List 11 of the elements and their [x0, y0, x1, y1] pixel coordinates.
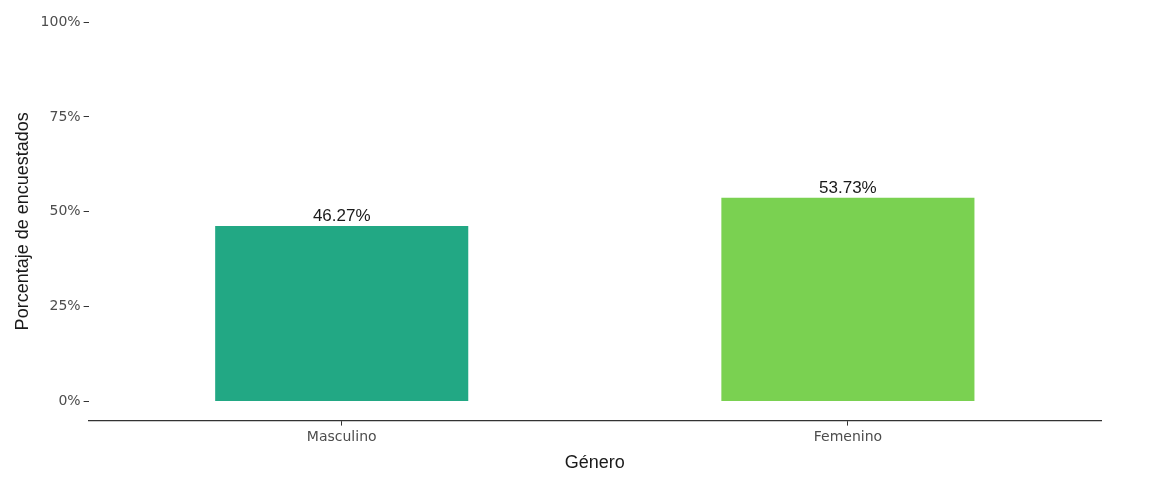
y-tick-label: 75%: [49, 107, 81, 124]
data-label: 53.73%: [819, 177, 877, 197]
y-axis-title: Porcentaje de encuestados: [11, 112, 32, 331]
y-tick-label: 0%: [58, 392, 81, 409]
data-label: 46.27%: [312, 206, 371, 226]
x-axis-title: Género: [564, 452, 625, 473]
y-tick-label: 25%: [49, 297, 81, 314]
y-tick-label: 100%: [40, 12, 81, 29]
x-tick-label: Masculino: [306, 427, 377, 444]
x-tick-label: Femenino: [813, 427, 883, 444]
y-tick-label: 50%: [49, 202, 81, 219]
